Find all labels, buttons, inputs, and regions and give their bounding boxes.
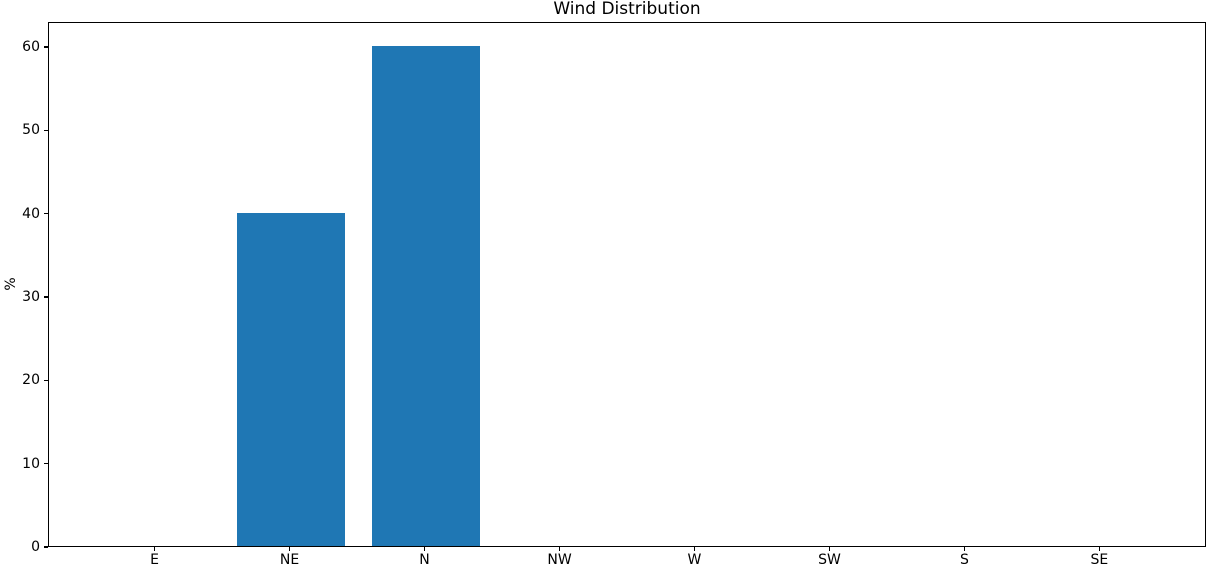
- y-tick-label-30: 30: [22, 289, 40, 305]
- y-tick-label-0: 0: [31, 539, 40, 555]
- bars-layer: [49, 23, 1205, 546]
- y-tick-label-40: 40: [22, 205, 40, 222]
- plot-area: [48, 22, 1206, 547]
- bar-ne: [236, 212, 345, 546]
- x-tick-label-s: S: [959, 552, 969, 568]
- x-tick-label-w: W: [687, 552, 702, 568]
- x-tick-label-ne: NE: [279, 552, 300, 568]
- x-tick-mark: [1098, 547, 1100, 551]
- x-tick-label-sw: SW: [818, 552, 841, 568]
- y-tick-mark: [44, 129, 48, 131]
- x-tick-mark: [423, 547, 426, 551]
- y-tick-mark: [44, 463, 48, 465]
- x-tick-label-nw: NW: [547, 552, 572, 568]
- x-tick-mark: [288, 547, 291, 551]
- x-tick-mark: [693, 547, 696, 551]
- x-tick-label-e: E: [150, 552, 160, 568]
- y-tick-label-10: 10: [22, 455, 40, 472]
- y-tick-mark: [44, 46, 48, 48]
- y-tick-mark: [44, 213, 48, 215]
- x-tick-mark: [963, 547, 965, 551]
- x-tick-mark: [828, 547, 831, 551]
- x-tick-mark: [154, 547, 156, 551]
- y-tick-label-20: 20: [22, 372, 40, 389]
- y-tick-mark: [44, 546, 48, 548]
- y-tick-mark: [44, 379, 48, 381]
- x-tick-label-n: N: [419, 552, 430, 568]
- y-tick-label-60: 60: [22, 39, 40, 55]
- x-tick-mark: [558, 547, 561, 551]
- x-tick-label-se: SE: [1090, 552, 1109, 568]
- bar-n: [371, 46, 480, 546]
- y-tick-mark: [44, 296, 48, 298]
- y-tick-label-50: 50: [22, 122, 40, 139]
- chart-title: Wind Distribution: [553, 0, 701, 19]
